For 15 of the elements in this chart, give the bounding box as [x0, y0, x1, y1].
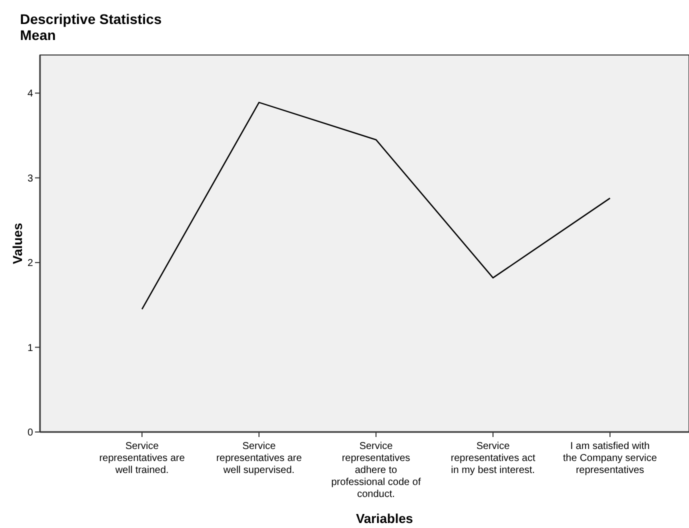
- x-tick-label: Service representatives adhere to professional code of conduct.: [331, 441, 421, 500]
- y-tick-label: 3: [27, 173, 34, 184]
- chart-subtitle: Mean: [20, 27, 56, 43]
- x-axis-title: Variables: [356, 511, 414, 526]
- x-tick-label: I am satisfied with the Company service representatives: [563, 441, 658, 476]
- y-tick-label: 2: [27, 258, 34, 270]
- y-tick-label: 0: [27, 428, 34, 438]
- y-tick-label: 4: [27, 88, 34, 100]
- x-tick-label: Service representatives are well trained.: [99, 441, 186, 476]
- y-axis-title: Values: [10, 222, 25, 264]
- x-tick-label: Service representatives are well supervised.: [216, 441, 302, 476]
- line-series: [141, 102, 611, 310]
- chart-title: Descriptive Statistics: [20, 11, 162, 27]
- x-tick-label: Service representatives act in my best interest.: [450, 441, 536, 476]
- y-tick-label: 1: [27, 342, 34, 354]
